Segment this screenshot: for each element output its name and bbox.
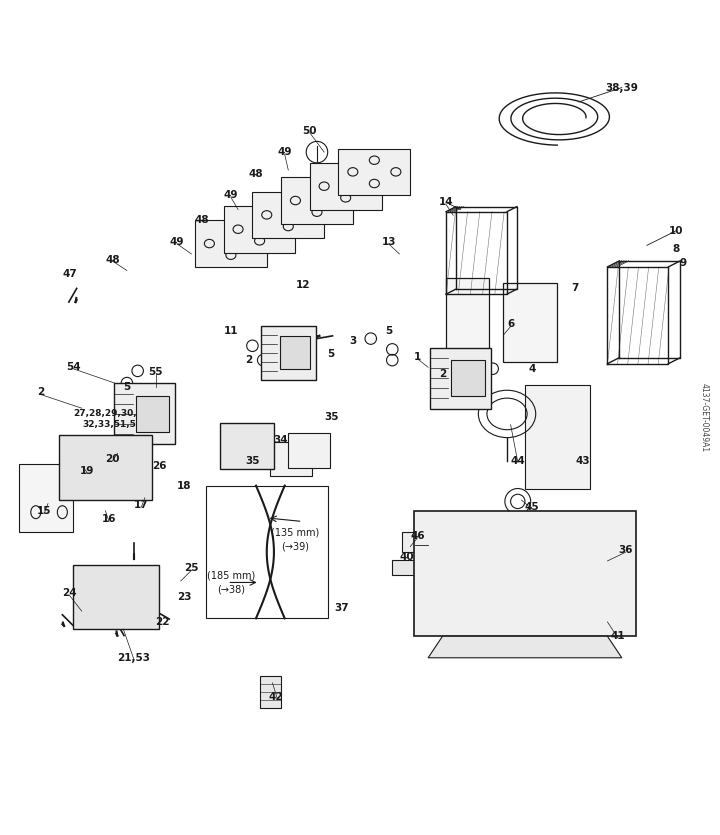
Bar xyxy=(451,360,485,397)
Text: 49: 49 xyxy=(224,190,238,200)
Text: 12: 12 xyxy=(295,280,310,290)
Text: 2: 2 xyxy=(439,369,446,379)
Text: 16: 16 xyxy=(102,514,116,524)
Text: 18: 18 xyxy=(177,481,192,491)
Text: 49: 49 xyxy=(170,237,184,247)
Bar xyxy=(288,433,330,468)
Text: 22: 22 xyxy=(156,617,170,627)
Text: 47: 47 xyxy=(62,269,77,279)
Text: 48: 48 xyxy=(195,215,210,225)
Text: 13: 13 xyxy=(382,237,396,247)
Text: 2: 2 xyxy=(37,387,45,397)
Text: 4137-GET-0049A1: 4137-GET-0049A1 xyxy=(700,383,708,452)
Text: 7: 7 xyxy=(572,283,579,293)
Text: 38,39: 38,39 xyxy=(606,83,638,93)
Text: 14: 14 xyxy=(438,197,454,207)
Bar xyxy=(270,442,312,476)
Text: 23: 23 xyxy=(177,592,192,602)
Bar xyxy=(281,177,353,224)
Bar xyxy=(114,383,175,444)
Bar xyxy=(206,486,328,619)
Bar xyxy=(446,278,489,353)
Bar xyxy=(81,574,150,620)
Text: 44: 44 xyxy=(510,456,525,466)
Bar xyxy=(280,337,310,369)
Polygon shape xyxy=(525,385,590,489)
Text: 37: 37 xyxy=(335,603,349,613)
Text: 34: 34 xyxy=(274,435,289,445)
Bar xyxy=(503,283,557,362)
Text: 9: 9 xyxy=(679,258,686,268)
Text: 43: 43 xyxy=(575,456,590,466)
Text: 25: 25 xyxy=(184,563,199,573)
Text: 4: 4 xyxy=(528,364,536,374)
Text: 24: 24 xyxy=(62,588,77,598)
Bar xyxy=(392,559,436,575)
Text: 45: 45 xyxy=(525,502,539,512)
Text: 46: 46 xyxy=(410,531,425,541)
Text: 36: 36 xyxy=(618,545,633,555)
Text: (135 mm)
(→39): (135 mm) (→39) xyxy=(271,528,320,551)
Text: (185 mm)
(→38): (185 mm) (→38) xyxy=(207,571,255,594)
Bar xyxy=(310,163,382,210)
Polygon shape xyxy=(428,636,622,658)
Text: 15: 15 xyxy=(37,506,52,516)
Text: 17: 17 xyxy=(134,500,148,510)
Text: 2: 2 xyxy=(246,355,253,365)
Text: 19: 19 xyxy=(80,466,94,476)
Text: 49: 49 xyxy=(277,147,292,157)
Bar xyxy=(402,532,427,552)
Text: 3: 3 xyxy=(349,336,356,346)
Bar xyxy=(260,676,281,708)
Bar xyxy=(253,191,324,238)
Text: 50: 50 xyxy=(302,125,317,135)
Bar xyxy=(19,464,73,532)
Text: 48: 48 xyxy=(248,169,264,179)
Bar xyxy=(59,435,152,500)
Bar xyxy=(430,347,491,408)
Text: 10: 10 xyxy=(668,226,683,236)
Text: 6: 6 xyxy=(507,319,514,329)
Text: 5: 5 xyxy=(385,326,392,337)
Text: 54: 54 xyxy=(66,362,81,372)
Text: 5: 5 xyxy=(123,382,130,392)
Text: 1: 1 xyxy=(414,352,421,362)
Text: 35: 35 xyxy=(246,456,260,466)
Text: 21,53: 21,53 xyxy=(117,653,150,663)
Bar xyxy=(68,445,143,490)
Bar xyxy=(220,423,274,469)
Bar xyxy=(338,149,410,195)
Bar xyxy=(261,326,315,381)
Text: 41: 41 xyxy=(611,631,626,641)
Text: 48: 48 xyxy=(105,255,120,265)
Text: 42: 42 xyxy=(268,692,283,702)
Text: 26: 26 xyxy=(152,461,166,471)
Bar xyxy=(135,396,169,433)
Bar xyxy=(195,220,267,267)
Text: 5: 5 xyxy=(328,349,335,359)
Text: 55: 55 xyxy=(148,367,163,377)
Text: 11: 11 xyxy=(224,326,238,337)
Text: 3: 3 xyxy=(453,382,461,392)
Text: 27,28,29,30,31,
32,33,51,52: 27,28,29,30,31, 32,33,51,52 xyxy=(73,409,153,428)
Bar xyxy=(414,511,636,636)
Bar xyxy=(224,206,295,252)
Bar xyxy=(73,564,159,629)
Text: 8: 8 xyxy=(672,244,679,254)
Text: 20: 20 xyxy=(105,454,120,464)
Text: 35: 35 xyxy=(324,412,338,423)
Text: 40: 40 xyxy=(400,553,414,562)
